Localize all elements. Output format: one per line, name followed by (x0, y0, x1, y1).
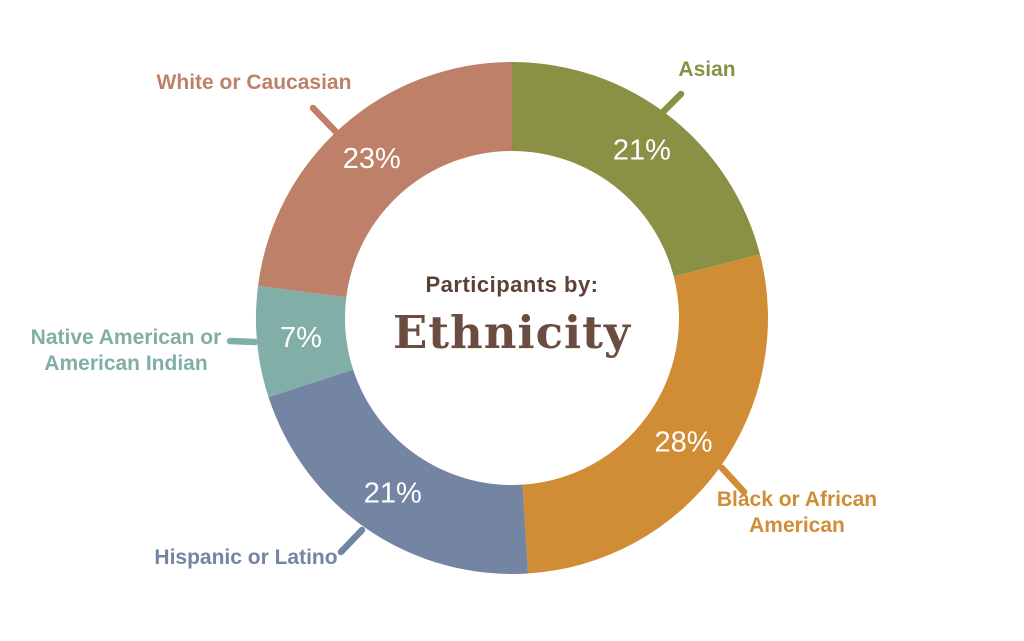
segment-asian (512, 62, 760, 277)
chart-subtitle: Participants by: (425, 272, 599, 297)
chart-center-title: Participants by: Ethnicity (362, 272, 662, 359)
chart-title: Ethnicity (392, 306, 632, 359)
category-label-white-or-caucasian: White or Caucasian (156, 71, 352, 94)
value-label-white-or-caucasian: 23% (343, 143, 401, 175)
leader-line-black-or-african-american (718, 464, 748, 496)
category-label-asian: Asian (678, 58, 736, 81)
segment-native-american-or-american-indian (256, 285, 354, 398)
segment-white-or-caucasian (258, 62, 512, 298)
category-label-black-or-african-american: Black or African American (716, 488, 878, 538)
leader-line-native-american-or-american-indian (226, 337, 259, 346)
leader-line-white-or-caucasian (309, 104, 341, 137)
value-label-asian: 21% (613, 135, 671, 167)
leader-line-asian (659, 90, 685, 116)
value-label-native-american-or-american-indian: 7% (280, 322, 322, 354)
category-label-native-american: Native American or American Indian (30, 326, 222, 376)
segment-black-or-african-american (522, 254, 769, 574)
value-label-hispanic-or-latino: 21% (364, 477, 422, 509)
segment-hispanic-or-latino (268, 369, 529, 574)
category-label-hispanic-or-latino: Hispanic or Latino (154, 546, 338, 569)
leader-line-hispanic-or-latino (337, 526, 366, 556)
value-label-black-or-african-american: 28% (654, 427, 712, 459)
